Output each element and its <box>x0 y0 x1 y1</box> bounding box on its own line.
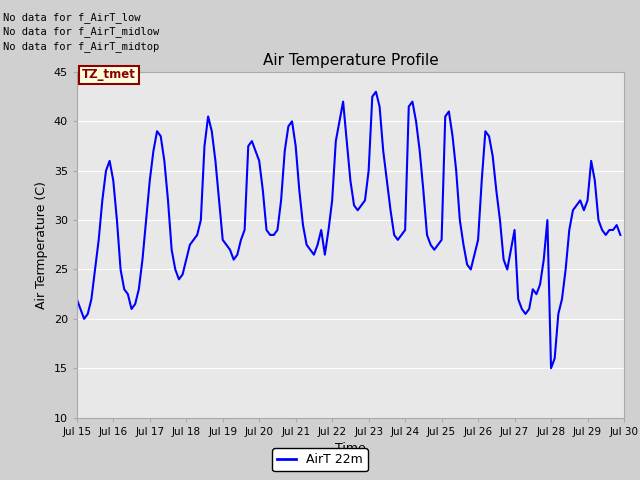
Title: Air Temperature Profile: Air Temperature Profile <box>262 53 438 68</box>
Legend: AirT 22m: AirT 22m <box>272 448 368 471</box>
Text: No data for f_AirT_low: No data for f_AirT_low <box>3 12 141 23</box>
X-axis label: Time: Time <box>335 442 366 455</box>
Text: No data for f_AirT_midlow: No data for f_AirT_midlow <box>3 26 159 37</box>
Text: No data for f_AirT_midtop: No data for f_AirT_midtop <box>3 41 159 52</box>
Y-axis label: Air Termperature (C): Air Termperature (C) <box>35 181 48 309</box>
Text: TZ_tmet: TZ_tmet <box>83 69 136 82</box>
